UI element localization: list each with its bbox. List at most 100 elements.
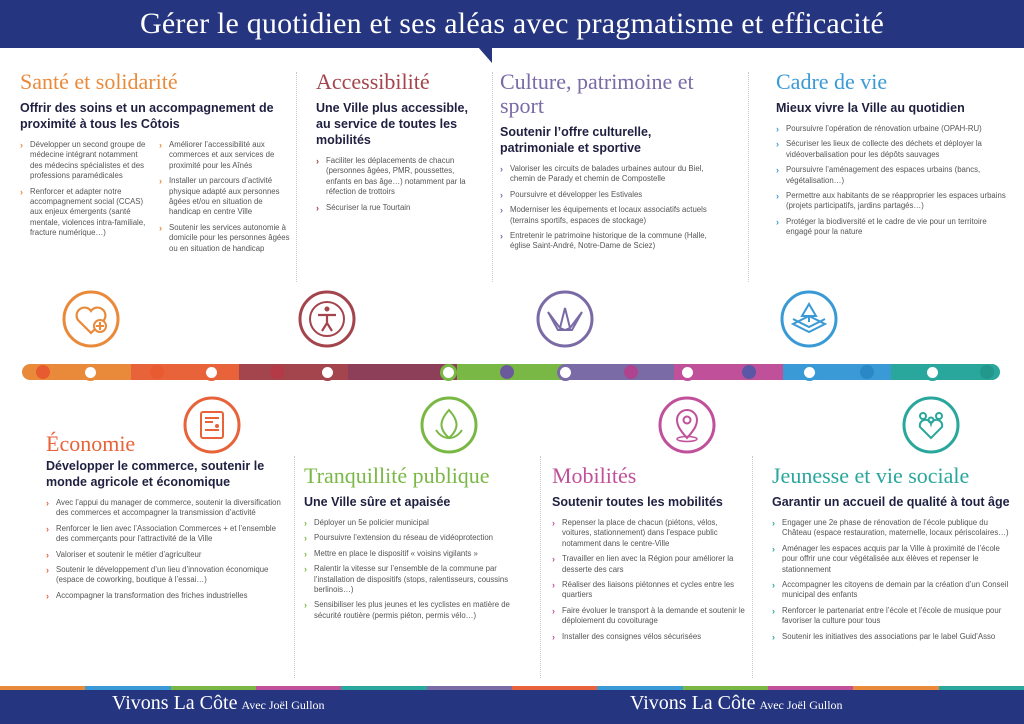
list-item: › Sécuriser les lieux de collecte des déc…: [776, 139, 982, 159]
chevron-right-icon: ›: [552, 554, 555, 565]
chevron-right-icon: ›: [552, 605, 555, 616]
section-title: Mobilités: [552, 463, 637, 488]
list-item: › Moderniser les équipements et locaux as…: [500, 205, 707, 225]
section-tranquillite: Tranquillité publique Une Ville sûre et …: [304, 464, 532, 626]
chevron-right-icon: ›: [500, 164, 503, 174]
section-subtitle: Mieux vivre la Ville au quotidien: [776, 101, 965, 115]
brand-name: Vivons La Côte: [630, 692, 756, 714]
list-item: › Sécuriser la rue Tourtain: [316, 202, 411, 213]
section-jeunesse: Jeunesse et vie sociale Garantir un accu…: [772, 464, 1012, 647]
timeline-node-tranquillite: [440, 364, 457, 381]
chevron-right-icon: ›: [552, 518, 555, 528]
section-cadre-de-vie: Cadre de vie Mieux vivre la Ville au quo…: [776, 70, 1006, 243]
chevron-right-icon: ›: [772, 518, 775, 528]
section-accessibilite: Accessibilité Une Ville plus accessible,…: [316, 70, 476, 218]
chevron-right-icon: ›: [316, 156, 319, 166]
chevron-right-icon: ›: [46, 549, 49, 560]
map-pin-icon: [658, 396, 716, 454]
list-item: › Poursuivre l’extension du réseau de vid…: [304, 533, 494, 544]
list-item: › Protéger la biodiversité et le cadre de…: [776, 216, 987, 237]
list-item: › Mettre en place le dispositif « voisins…: [304, 548, 478, 559]
heart-plus-icon: [62, 290, 120, 348]
chevron-right-icon: ›: [46, 523, 49, 534]
chevron-right-icon: ›: [500, 231, 503, 242]
timeline-node-cadre: [801, 364, 818, 381]
list-item: › Engager une 2e phase de rénovation de l…: [772, 518, 1009, 538]
section-subtitle: Une Ville sûre et apaisée: [304, 495, 451, 509]
list-item: › Entretenir le patrimoine historique de …: [500, 231, 707, 251]
section-mobilites: Mobilités Soutenir toutes les mobilités …: [552, 464, 748, 647]
chevron-right-icon: ›: [500, 205, 503, 216]
list-item: › Installer un parcours d’activité physiq…: [159, 176, 280, 217]
list-item: › Soutenir le développement d’un lieu d’i…: [46, 565, 269, 585]
title-banner: Gérer le quotidien et ses aléas avec pra…: [0, 0, 1024, 48]
list-item: › Ralentir la vitesse sur l’ensemble de l…: [304, 564, 509, 595]
origami-crane-icon: [536, 290, 594, 348]
section-title: Culture, patrimoine et sport: [500, 69, 694, 118]
banner-notch: [478, 47, 492, 63]
chevron-right-icon: ›: [304, 548, 307, 559]
list-item: › Poursuivre et développer les Estivales: [500, 189, 643, 200]
chevron-right-icon: ›: [776, 165, 779, 176]
chevron-right-icon: ›: [772, 631, 775, 642]
section-title: Accessibilité: [316, 69, 430, 94]
list-item: › Faire évoluer le transport à la demande…: [552, 605, 745, 626]
chevron-right-icon: ›: [772, 605, 775, 616]
list-item: › Valoriser et soutenir le métier d’agric…: [46, 549, 202, 560]
chevron-right-icon: ›: [316, 202, 319, 213]
timeline-node-mobilites: [679, 364, 696, 381]
timeline-node-culture: [557, 364, 574, 381]
list-item: › Développer un second groupe de médecine…: [20, 140, 146, 181]
chevron-right-icon: ›: [20, 140, 23, 150]
list-item: › Accompagner la transformation des frich…: [46, 590, 248, 601]
chevron-right-icon: ›: [776, 124, 779, 134]
flame-leaf-icon: [420, 396, 478, 454]
chevron-right-icon: ›: [159, 140, 162, 150]
separator: [296, 72, 297, 282]
chevron-right-icon: ›: [20, 186, 23, 197]
chevron-right-icon: ›: [159, 222, 162, 233]
timeline-dot: [624, 365, 638, 379]
chevron-right-icon: ›: [552, 580, 555, 591]
chevron-right-icon: ›: [500, 189, 503, 200]
timeline-dot: [500, 365, 514, 379]
list-item: › Valoriser les circuits de balades urbai…: [500, 164, 704, 184]
list-item: › Renforcer et adapter notre accompagneme…: [20, 186, 146, 238]
chevron-right-icon: ›: [772, 580, 775, 591]
chevron-right-icon: ›: [304, 564, 307, 575]
section-subtitle: Soutenir l’offre culturelle, patrimonial…: [500, 125, 652, 155]
section-subtitle: Offrir des soins et un accompagnement de…: [20, 101, 274, 131]
section-sante: Santé et solidarité Offrir des soins et …: [20, 70, 290, 259]
timeline-dot: [980, 365, 994, 379]
section-title: Jeunesse et vie sociale: [772, 463, 970, 488]
chevron-right-icon: ›: [304, 518, 307, 528]
brand-name: Vivons La Côte: [112, 692, 238, 714]
separator: [492, 72, 493, 282]
section-title: Santé et solidarité: [20, 69, 178, 94]
chevron-right-icon: ›: [159, 176, 162, 187]
list-item: › Permettre aux habitants de se réappropr…: [776, 191, 1006, 211]
timeline-node-accessibilite: [319, 364, 336, 381]
accessibility-person-icon: [298, 290, 356, 348]
timeline-dot: [36, 365, 50, 379]
list-item: › Travailler en lien avec la Région pour …: [552, 554, 734, 574]
list-item: › Faciliter les déplacements de chacun (p…: [316, 156, 466, 197]
list-item: › Soutenir les initiatives des associatio…: [772, 631, 996, 642]
shop-device-icon: [183, 396, 241, 454]
list-item: › Améliorer l’accessibilité aux commerces…: [159, 140, 275, 170]
section-subtitle: Soutenir toutes les mobilités: [552, 495, 723, 509]
timeline-node-sante: [82, 364, 99, 381]
list-item: › Réaliser des liaisons piétonnes et cycl…: [552, 580, 735, 600]
list-item: › Poursuivre l’opération de rénovation ur…: [776, 124, 982, 134]
separator: [752, 456, 753, 678]
list-item: › Installer des consignes vélos sécurisée…: [552, 631, 702, 642]
section-title: Économie: [46, 431, 136, 456]
list-item: › Déployer un 5e policier municipal: [304, 518, 429, 528]
family-heart-icon: [902, 396, 960, 454]
section-economie: Économie Développer le commerce, souteni…: [46, 432, 282, 606]
footer-color-stripe: [0, 686, 1024, 690]
separator: [294, 456, 295, 678]
section-title: Tranquillité publique: [304, 463, 490, 488]
chevron-right-icon: ›: [772, 543, 775, 554]
brand-logo-left: Vivons La Côte Avec Joël Gullon: [112, 692, 325, 715]
